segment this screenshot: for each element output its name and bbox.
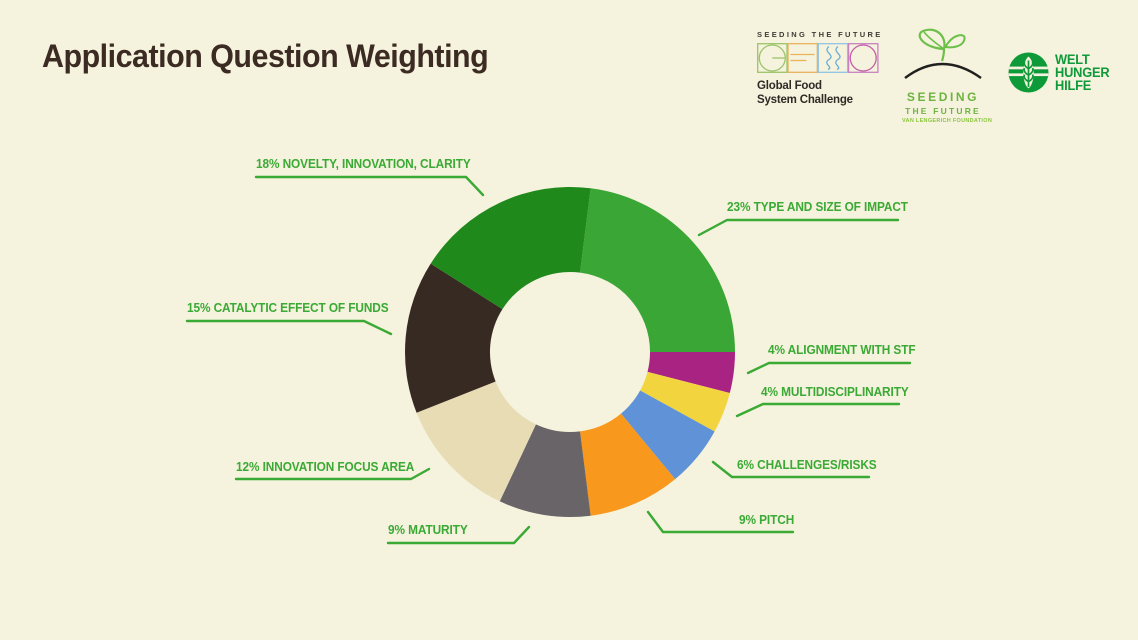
stf-sprout-icon [904,28,982,79]
donut-segment-challenges-risks [621,390,715,480]
label-alignment-with-stf: 4% ALIGNMENT WITH STF [768,342,916,357]
label-type-and-size-of-impact: 23% TYPE AND SIZE OF IMPACT [727,199,908,214]
stf-name-line2: THE FUTURE [905,106,981,116]
donut-segment-innovation-focus-area [416,381,536,502]
donut-segment-maturity [499,424,591,518]
donut-rings [405,186,735,518]
leader-catalytic [185,319,393,336]
label-catalytic-effect-of-funds: 15% CATALYTIC EFFECT OF FUNDS [187,300,389,315]
gfsc-name: Global Food System Challenge [757,79,882,107]
donut-segment-multidisciplinarity [640,371,730,432]
whh-name-line3: HILFE [1055,78,1092,93]
logo-strip: SEEDING THE FUTURE [755,28,1110,124]
gfsc-tagline: SEEDING THE FUTURE [757,30,883,39]
label-innovation-focus-area: 12% INNOVATION FOCUS AREA [236,459,415,474]
donut-segment-catalytic-effect-of-funds [405,263,503,413]
leader-alignment [746,361,912,375]
label-multidisciplinarity: 4% MULTIDISCIPLINARITY [761,384,909,399]
donut-segment-novelty-innovation-clarity [430,186,591,310]
gfsc-name-line2: System Challenge [757,94,853,106]
whh-logo: WELT HUNGER HILFE [1008,52,1112,93]
stf-foundation-line: VAN LENGERICH FOUNDATION [902,118,993,124]
whh-wheat-icon [1008,52,1049,93]
page-title: Application Question Weighting [42,38,489,74]
gfsc-name-line1: Global Food [757,80,822,92]
stf-name-line1: SEEDING [906,90,980,104]
label-novelty-innovation-clarity: 18% NOVELTY, INNOVATION, CLARITY [256,156,471,171]
whh-name-line1: WELT [1055,52,1090,67]
whh-name: WELT HUNGER HILFE [1055,52,1110,93]
donut-segment-alignment-with-stf [647,352,735,394]
donut-segment-pitch [580,413,676,516]
whh-name-line2: HUNGER [1055,65,1110,80]
donut-segment-type-and-size-of-impact [580,188,735,352]
stf-logo: SEEDING THE FUTURE VAN LENGERICH FOUNDAT… [902,28,993,124]
label-challenges-risks: 6% CHALLENGES/RISKS [737,457,877,472]
gfsc-letters-icon [757,43,879,73]
label-maturity: 9% MATURITY [388,522,468,537]
gfsc-logo: SEEDING THE FUTURE [757,30,882,107]
label-pitch: 9% PITCH [739,512,795,527]
leader-multidisciplinarity [735,402,901,418]
